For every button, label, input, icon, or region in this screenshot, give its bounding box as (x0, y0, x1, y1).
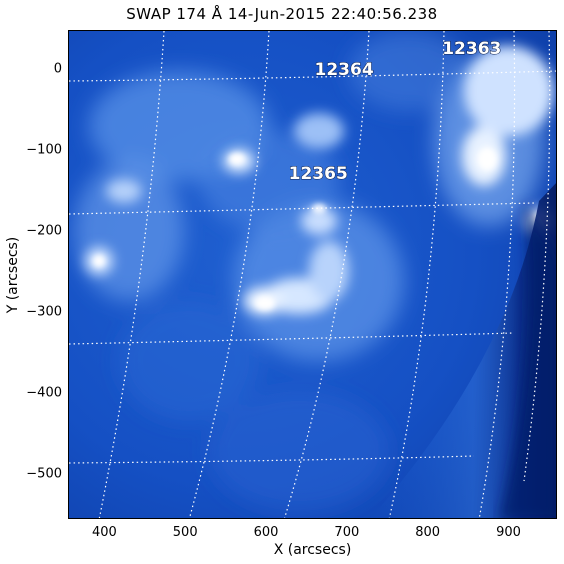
x-tick-label: 900 (496, 525, 521, 540)
y-tick-label: 0 (53, 61, 62, 77)
limb-shadow (370, 183, 556, 518)
solar-image (69, 31, 556, 518)
active-region-label: 12363 (442, 38, 502, 59)
off-limb (499, 201, 556, 518)
bright-cores (93, 147, 545, 310)
active-region-label: 12364 (314, 59, 374, 80)
y-tick-label: −300 (26, 304, 62, 320)
diffuse-corona (74, 31, 544, 511)
image-title: SWAP 174 Å 14-Jun-2015 22:40:56.238 (126, 5, 438, 23)
heliographic-grid (69, 31, 556, 518)
x-tick-label: 600 (253, 525, 279, 540)
x-tick-label: 700 (334, 525, 360, 540)
y-tick-label: −400 (26, 385, 62, 401)
x-tick-label: 800 (415, 525, 441, 540)
watermark: SolarMonitor.org (389, 532, 554, 556)
x-tick-label: 500 (172, 525, 198, 540)
active-region-label: 12365 (288, 164, 348, 185)
y-tick-label: −500 (26, 466, 62, 482)
x-axis-label: X (arcsecs) (273, 542, 352, 558)
solar-image-frame (68, 30, 557, 519)
active-region-loops (85, 46, 554, 315)
y-tick-label: −200 (26, 223, 62, 239)
x-tick-label: 400 (91, 525, 117, 540)
y-axis-label: Y (arcsecs) (5, 236, 21, 314)
y-tick-label: −100 (26, 142, 62, 158)
